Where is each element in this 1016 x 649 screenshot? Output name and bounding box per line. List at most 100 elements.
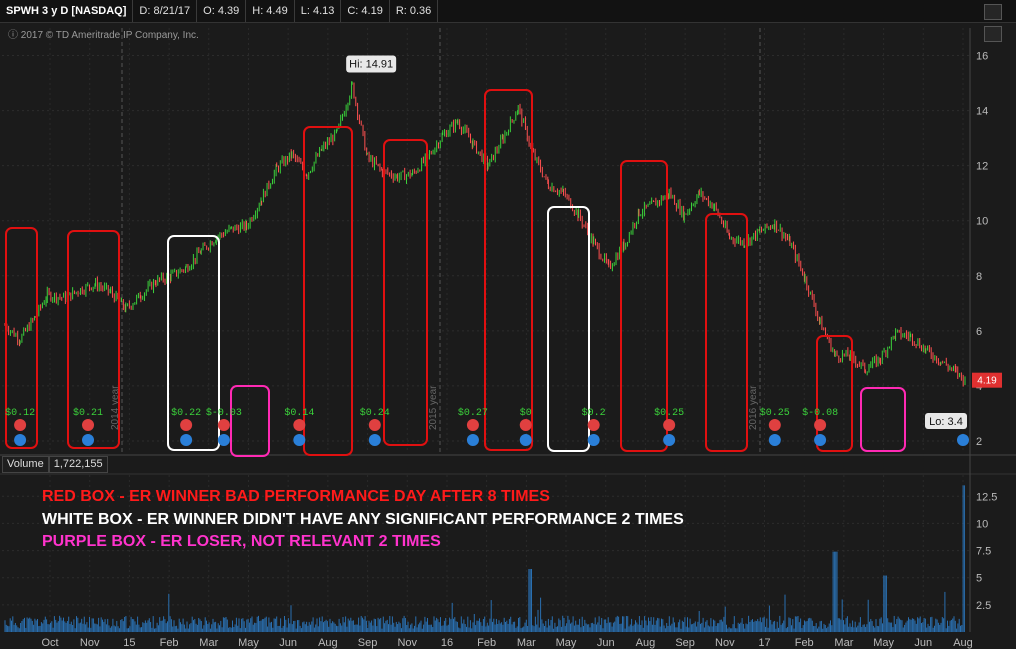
earnings-box-red [705, 213, 748, 452]
time-tick-label: Jun [914, 637, 932, 649]
year-label: 2014 year [110, 385, 121, 430]
earnings-phone-icon [14, 419, 27, 431]
price-tick-label: 12 [976, 161, 988, 173]
earnings-info-icon [663, 434, 676, 446]
earnings-info-icon [768, 434, 781, 446]
time-tick-label: May [556, 637, 577, 649]
earnings-phone-icon [368, 419, 381, 431]
volume-tick-label: 7.5 [976, 546, 991, 558]
earnings-info-icon [14, 434, 27, 446]
lo-marker-box [925, 413, 967, 429]
earnings-phone-icon [814, 419, 827, 431]
time-tick-label: May [873, 637, 894, 649]
earnings-box-red [67, 230, 120, 449]
earnings-phone-icon [466, 419, 479, 431]
earnings-info-icon [293, 434, 306, 446]
earnings-value: $0.2 [582, 407, 606, 419]
price-tick-label: 2 [976, 436, 982, 448]
earnings-info-icon [368, 434, 381, 446]
last-price-box [972, 372, 1002, 388]
chart-style-button[interactable] [984, 26, 1002, 42]
time-tick-label: 15 [123, 637, 135, 649]
volume-tick-label: 5 [976, 573, 982, 585]
earnings-box-white [547, 206, 590, 452]
earnings-box-red [816, 335, 853, 452]
earnings-info-icon [82, 434, 95, 446]
chart-header: SPWH 3 y D [NASDAQ] D: 8/21/17 O: 4.39 H… [0, 0, 1016, 23]
time-tick-label: 16 [441, 637, 453, 649]
volume-tick-label: 10 [976, 518, 988, 530]
time-tick-label: Mar [834, 637, 853, 649]
volume-panel [2, 475, 970, 632]
time-tick-label: Feb [160, 637, 179, 649]
earnings-phone-icon [217, 419, 230, 431]
time-tick-label: Feb [477, 637, 496, 649]
time-tick-label: Jun [597, 637, 615, 649]
earnings-box-red [383, 139, 428, 446]
collapse-button[interactable] [984, 4, 1002, 20]
volume-tick-label: 2.5 [976, 600, 991, 612]
time-tick-label: Jun [279, 637, 297, 649]
last-price-label: 4.19 [977, 376, 997, 387]
earnings-box-red [5, 227, 38, 449]
earnings-phone-icon [663, 419, 676, 431]
time-tick-label: Aug [953, 637, 973, 649]
earnings-value: $0.21 [73, 407, 103, 419]
volume-value: 1,722,155 [48, 456, 108, 473]
time-tick-label: Nov [80, 637, 100, 649]
earnings-value: $0.25 [654, 407, 684, 419]
earnings-box-red [620, 160, 668, 452]
earnings-info-icon [217, 434, 230, 446]
earnings-box-purple [860, 387, 906, 452]
price-tick-label: 8 [976, 271, 982, 283]
price-tick-label: 16 [976, 51, 988, 63]
time-tick-label: Sep [675, 637, 695, 649]
earnings-box-white [167, 235, 220, 451]
earnings-value: $0 [520, 407, 532, 419]
earnings-phone-icon [519, 419, 532, 431]
price-tick-label: 6 [976, 326, 982, 338]
earnings-value: $0.24 [360, 407, 390, 419]
time-tick-label: Aug [318, 637, 338, 649]
hi-marker-box [346, 55, 397, 73]
range-label: R: 0.36 [390, 0, 439, 22]
volume-tick-label: 12.5 [976, 491, 997, 503]
date-label: D: 8/21/17 [133, 0, 198, 22]
year-label: 2015 year [428, 385, 439, 430]
time-tick-label: May [238, 637, 259, 649]
earnings-info-icon [814, 434, 827, 446]
price-tick-label: 10 [976, 216, 988, 228]
earnings-phone-icon [82, 419, 95, 431]
hi-marker-label: Hi: 14.91 [349, 59, 393, 71]
year-label: 2016 year [748, 385, 759, 430]
earnings-info-icon [180, 434, 193, 446]
earnings-phone-icon [180, 419, 193, 431]
time-tick-label: Sep [358, 637, 378, 649]
volume-title: Volume [2, 456, 49, 473]
time-tick-label: Nov [397, 637, 417, 649]
earnings-info-icon [519, 434, 532, 446]
symbol-label[interactable]: SPWH 3 y D [NASDAQ] [0, 0, 134, 22]
time-tick-label: Aug [636, 637, 656, 649]
time-tick-label: Nov [715, 637, 735, 649]
time-tick-label: Mar [517, 637, 536, 649]
earnings-box-purple [230, 385, 270, 457]
earnings-value: $0.22 [171, 407, 201, 419]
time-tick-label: Oct [41, 637, 58, 649]
low-label: L: 4.13 [295, 0, 342, 22]
volume-legend: Volume 1,722,155 [2, 456, 108, 473]
earnings-value: $0.14 [284, 407, 314, 419]
earnings-box-red [484, 89, 533, 451]
annotation-red: RED BOX - ER WINNER BAD PERFORMANCE DAY … [42, 488, 550, 505]
time-tick-label: 17 [758, 637, 770, 649]
time-tick-label: Mar [199, 637, 218, 649]
earnings-box-red [303, 126, 353, 456]
earnings-info-icon [957, 434, 969, 446]
open-label: O: 4.39 [197, 0, 247, 22]
annotation-purple: PURPLE BOX - ER LOSER, NOT RELEVANT 2 TI… [42, 533, 441, 550]
earnings-info-icon [587, 434, 600, 446]
earnings-value: $-0.08 [802, 407, 838, 419]
earnings-value: $-0.03 [206, 407, 242, 419]
high-label: H: 4.49 [246, 0, 295, 22]
